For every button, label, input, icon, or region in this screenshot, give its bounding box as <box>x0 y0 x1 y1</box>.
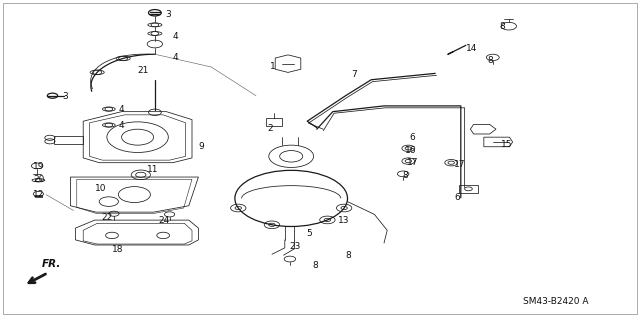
Text: 4: 4 <box>118 105 124 114</box>
Text: 8: 8 <box>402 171 408 180</box>
Text: 8: 8 <box>488 56 493 65</box>
Text: 12: 12 <box>33 190 45 199</box>
Text: 3: 3 <box>165 10 171 19</box>
Text: 8: 8 <box>499 22 505 31</box>
Text: 4: 4 <box>118 121 124 130</box>
Text: 17: 17 <box>454 160 466 169</box>
Text: 1: 1 <box>270 63 276 71</box>
Text: 7: 7 <box>351 70 356 78</box>
Text: 6: 6 <box>410 133 415 142</box>
Text: 9: 9 <box>198 142 204 151</box>
Text: FR.: FR. <box>42 259 61 269</box>
Text: 8: 8 <box>346 251 351 260</box>
Text: 11: 11 <box>147 165 159 174</box>
Text: SM43-B2420 A: SM43-B2420 A <box>524 297 589 306</box>
Text: 13: 13 <box>338 216 349 225</box>
Text: 6: 6 <box>454 193 460 202</box>
Text: 16: 16 <box>404 146 416 155</box>
Text: 8: 8 <box>312 261 318 270</box>
Text: 3: 3 <box>63 92 68 101</box>
Text: 19: 19 <box>33 162 45 171</box>
Text: 20: 20 <box>33 175 45 184</box>
Text: 10: 10 <box>95 184 106 193</box>
Text: 21: 21 <box>138 66 149 75</box>
Text: 18: 18 <box>112 245 124 254</box>
Text: 14: 14 <box>466 44 477 53</box>
Text: 17: 17 <box>407 158 419 167</box>
Text: 22: 22 <box>101 213 113 222</box>
Text: 5: 5 <box>306 229 312 238</box>
Text: 4: 4 <box>173 53 179 62</box>
Text: 2: 2 <box>268 124 273 133</box>
Text: 24: 24 <box>159 216 170 225</box>
Text: 4: 4 <box>173 32 179 41</box>
Text: 15: 15 <box>500 140 512 149</box>
Text: 23: 23 <box>289 242 301 251</box>
